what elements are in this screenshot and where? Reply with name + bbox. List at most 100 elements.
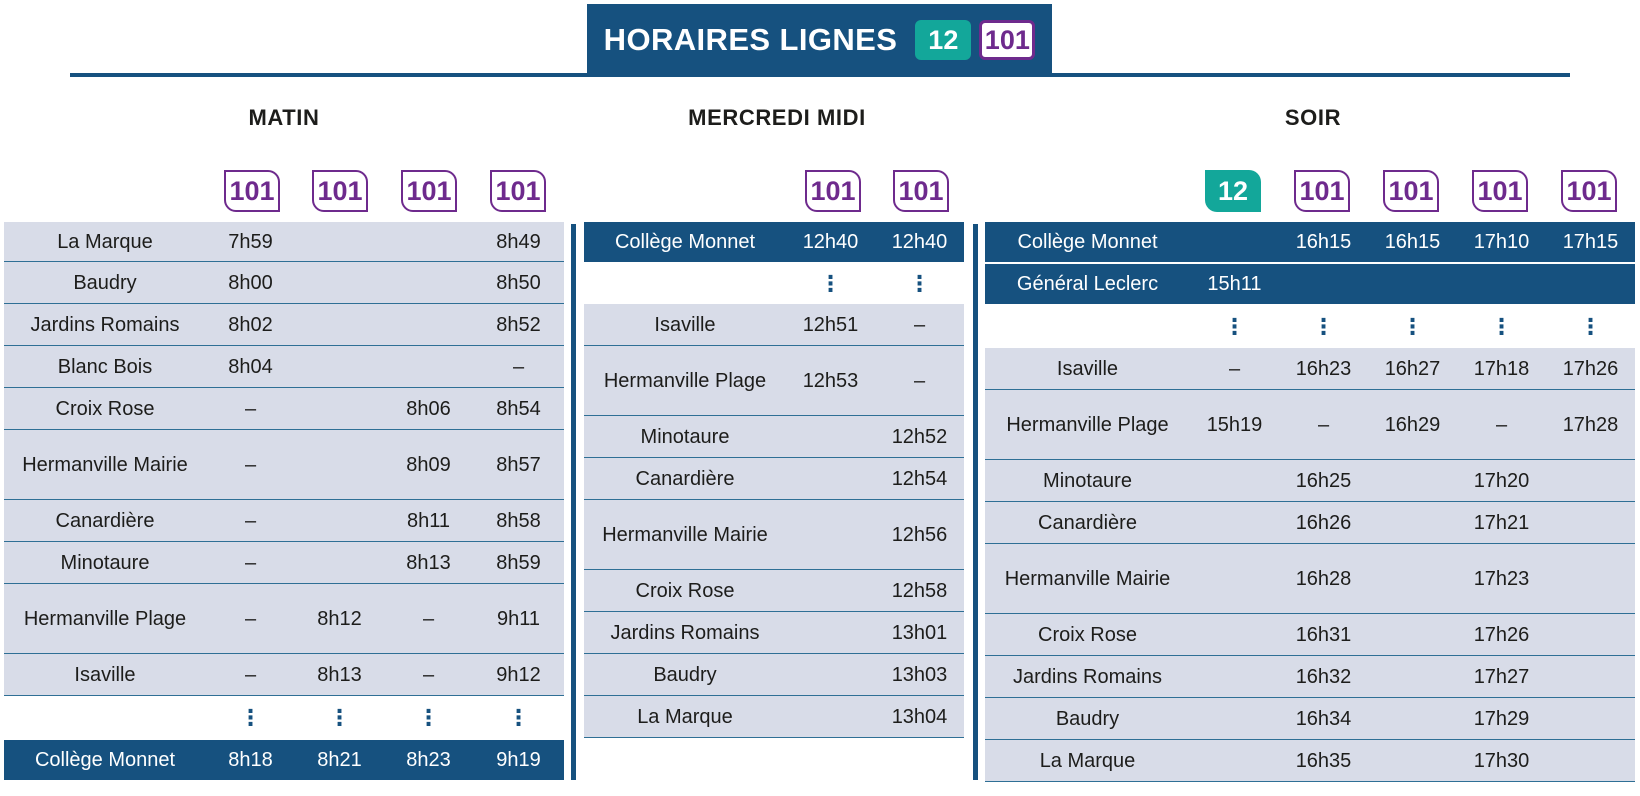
matin-line-badge-3: 101 xyxy=(401,170,457,212)
continuation-dots: ⋮ xyxy=(1190,306,1279,348)
departure-time: 8h57 xyxy=(473,430,564,500)
departure-time: 16h15 xyxy=(1279,222,1368,264)
departure-time: 17h26 xyxy=(1546,348,1635,390)
departure-time xyxy=(295,304,384,346)
stop-name: Hermanville Plage xyxy=(584,346,786,416)
page-title: HORAIRES LIGNES 12 101 xyxy=(587,4,1052,76)
matin-timetable: La Marque 7h59 8h49 Baudry 8h00 8h50 Jardins R… xyxy=(4,222,564,782)
departure-time xyxy=(295,388,384,430)
departure-time: 17h29 xyxy=(1457,698,1546,740)
departure-time xyxy=(786,458,875,500)
departure-time: 8h52 xyxy=(473,304,564,346)
stop-name: Canardière xyxy=(985,502,1190,544)
departure-time xyxy=(384,262,473,304)
departure-time: 8h12 xyxy=(295,584,384,654)
stop-name: Baudry xyxy=(985,698,1190,740)
departure-time xyxy=(1190,544,1279,614)
departure-time xyxy=(384,304,473,346)
departure-time xyxy=(1546,460,1635,502)
continuation-dots: ⋮ xyxy=(384,696,473,740)
stop-name: Isaville xyxy=(985,348,1190,390)
departure-time: 16h32 xyxy=(1279,656,1368,698)
departure-time xyxy=(1546,656,1635,698)
departure-time: – xyxy=(206,654,295,696)
section-divider-right xyxy=(973,224,978,780)
departure-time xyxy=(1368,502,1457,544)
departure-time: – xyxy=(384,584,473,654)
stop-name: Hermanville Mairie xyxy=(4,430,206,500)
stop-name: Collège Monnet xyxy=(4,740,206,782)
departure-time: 17h23 xyxy=(1457,544,1546,614)
matin-line-badge-4: 101 xyxy=(490,170,546,212)
stop-name: Hermanville Mairie xyxy=(584,500,786,570)
section-heading-matin: MATIN xyxy=(248,105,320,130)
continuation-dots: ⋮ xyxy=(1457,306,1546,348)
departure-time: 12h40 xyxy=(875,222,964,264)
departure-time: 17h10 xyxy=(1457,222,1546,264)
stop-name: Hermanville Plage xyxy=(4,584,206,654)
departure-time xyxy=(384,222,473,262)
departure-time: 17h28 xyxy=(1546,390,1635,460)
departure-time: 16h31 xyxy=(1279,614,1368,656)
stop-name: Canardière xyxy=(584,458,786,500)
section-divider-left xyxy=(571,224,576,780)
soir-line-badge-5: 101 xyxy=(1561,170,1617,212)
departure-time: 17h27 xyxy=(1457,656,1546,698)
matin-line-badge-1: 101 xyxy=(224,170,280,212)
departure-time: 12h40 xyxy=(786,222,875,264)
departure-time: 12h54 xyxy=(875,458,964,500)
continuation-dots: ⋮ xyxy=(786,264,875,304)
mercredi-midi-timetable: Collège Monnet 12h40 12h40 ⋮ ⋮ Isaville 12h51–… xyxy=(584,222,964,738)
departure-time xyxy=(1190,740,1279,782)
departure-time: 8h11 xyxy=(384,500,473,542)
departure-time: – xyxy=(206,430,295,500)
stop-name: Général Leclerc xyxy=(985,264,1190,306)
departure-time: 9h11 xyxy=(473,584,564,654)
departure-time: 8h00 xyxy=(206,262,295,304)
departure-time: 8h04 xyxy=(206,346,295,388)
departure-time xyxy=(1368,544,1457,614)
departure-time: 17h20 xyxy=(1457,460,1546,502)
departure-time xyxy=(295,500,384,542)
stop-name: Baudry xyxy=(4,262,206,304)
departure-time: 12h51 xyxy=(786,304,875,346)
stop-name: Collège Monnet xyxy=(584,222,786,264)
departure-time xyxy=(1546,502,1635,544)
departure-time: 8h02 xyxy=(206,304,295,346)
departure-time: 13h01 xyxy=(875,612,964,654)
departure-time xyxy=(1190,614,1279,656)
departure-time: 12h58 xyxy=(875,570,964,612)
stop-name: Hermanville Plage xyxy=(985,390,1190,460)
stop-name xyxy=(4,696,206,740)
stop-name: La Marque xyxy=(584,696,786,738)
stop-name: Collège Monnet xyxy=(985,222,1190,264)
departure-time: 17h30 xyxy=(1457,740,1546,782)
departure-time xyxy=(1457,264,1546,306)
departure-time xyxy=(1190,460,1279,502)
departure-time: 17h26 xyxy=(1457,614,1546,656)
departure-time: 8h50 xyxy=(473,262,564,304)
section-heading-soir: SOIR xyxy=(1284,105,1342,130)
soir-timetable: Collège Monnet 16h15 16h15 17h10 17h15 Généra… xyxy=(985,222,1635,782)
stop-name xyxy=(584,264,786,304)
stop-name: Jardins Romains xyxy=(4,304,206,346)
matin-line-badge-2: 101 xyxy=(312,170,368,212)
departure-time: 16h29 xyxy=(1368,390,1457,460)
departure-time: – xyxy=(1279,390,1368,460)
departure-time: 16h25 xyxy=(1279,460,1368,502)
departure-time xyxy=(295,430,384,500)
departure-time: – xyxy=(1457,390,1546,460)
line-12-badge: 12 xyxy=(915,20,972,60)
departure-time: – xyxy=(206,500,295,542)
departure-time xyxy=(1368,740,1457,782)
section-heading-mercredi-midi: MERCREDI MIDI xyxy=(688,105,866,130)
departure-time: – xyxy=(473,346,564,388)
continuation-dots: ⋮ xyxy=(1546,306,1635,348)
departure-time: 12h52 xyxy=(875,416,964,458)
soir-line-badge-1: 12 xyxy=(1205,170,1261,212)
midi-line-badge-2: 101 xyxy=(893,170,949,212)
departure-time: 8h13 xyxy=(295,654,384,696)
departure-time xyxy=(295,542,384,584)
continuation-dots: ⋮ xyxy=(473,696,564,740)
departure-time: 8h58 xyxy=(473,500,564,542)
